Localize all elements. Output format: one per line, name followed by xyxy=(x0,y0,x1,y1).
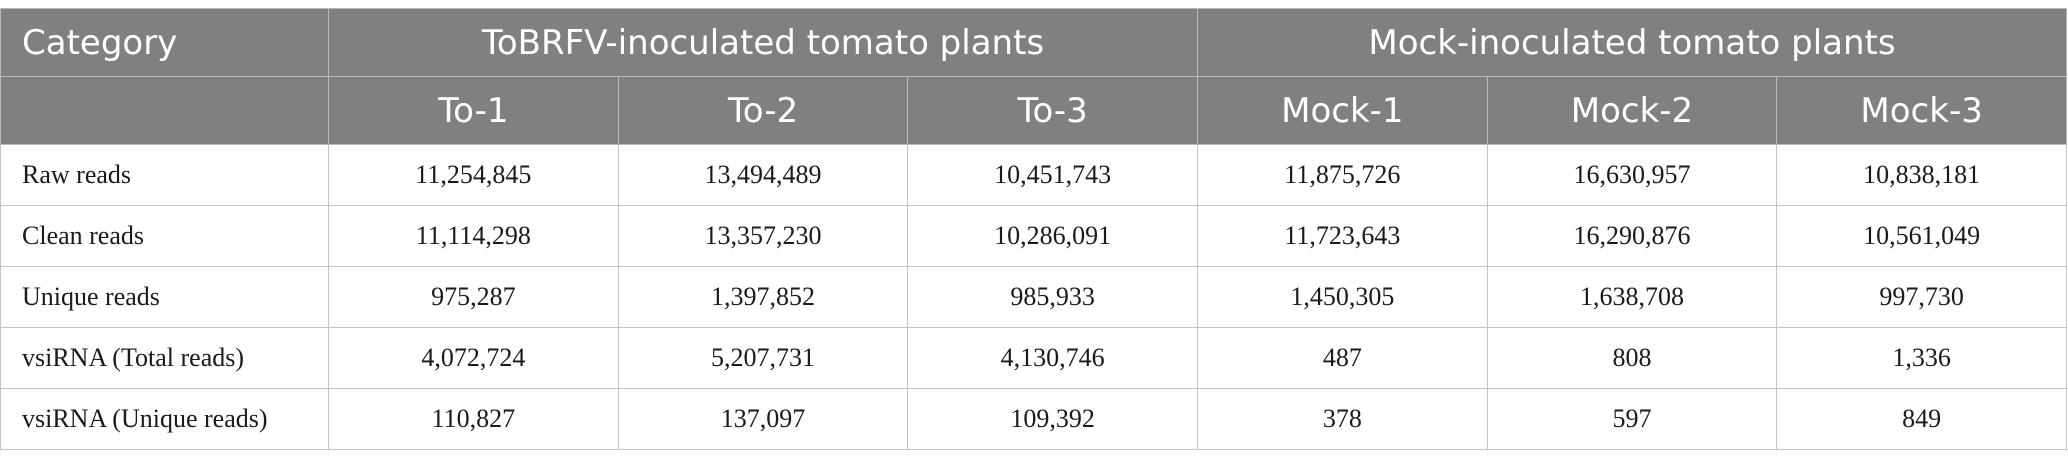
table-cell: 808 xyxy=(1486,327,1778,389)
header-sample-to-3: To-3 xyxy=(907,76,1198,145)
table-cell: 16,290,876 xyxy=(1486,205,1778,267)
table-cell: 13,357,230 xyxy=(617,205,909,267)
table-cell: 10,286,091 xyxy=(907,205,1198,267)
header-category-blank xyxy=(0,76,329,145)
table-cell: 5,207,731 xyxy=(617,327,909,389)
table-cell: 13,494,489 xyxy=(617,144,909,206)
reads-summary-table: Category ToBRFV-inoculated tomato plants… xyxy=(0,8,2067,450)
table-cell: 11,114,298 xyxy=(328,205,619,267)
row-label: Raw reads xyxy=(0,144,329,206)
row-label: vsiRNA (Total reads) xyxy=(0,327,329,389)
table-cell: 378 xyxy=(1197,388,1488,450)
table-cell: 11,723,643 xyxy=(1197,205,1488,267)
table-cell: 137,097 xyxy=(617,388,909,450)
table-cell: 4,130,746 xyxy=(907,327,1198,389)
row-label: Clean reads xyxy=(0,205,329,267)
table-cell: 975,287 xyxy=(328,266,619,328)
table-row: Raw reads 11,254,845 13,494,489 10,451,7… xyxy=(0,144,2067,206)
table-cell: 1,397,852 xyxy=(617,266,909,328)
header-sample-to-1: To-1 xyxy=(328,76,619,145)
table-cell: 997,730 xyxy=(1776,266,2067,328)
header-row-groups: Category ToBRFV-inoculated tomato plants… xyxy=(0,8,2067,77)
table-row: vsiRNA (Total reads) 4,072,724 5,207,731… xyxy=(0,327,2067,389)
row-label: Unique reads xyxy=(0,266,329,328)
table-cell: 985,933 xyxy=(907,266,1198,328)
table-cell: 10,451,743 xyxy=(907,144,1198,206)
table-body: Raw reads 11,254,845 13,494,489 10,451,7… xyxy=(0,144,2067,450)
header-sample-mock-1: Mock-1 xyxy=(1197,76,1488,145)
data-table-container: Category ToBRFV-inoculated tomato plants… xyxy=(0,8,2067,450)
table-row: Unique reads 975,287 1,397,852 985,933 1… xyxy=(0,266,2067,328)
table-row: Clean reads 11,114,298 13,357,230 10,286… xyxy=(0,205,2067,267)
header-sample-to-2: To-2 xyxy=(617,76,909,145)
header-group-mock: Mock-inoculated tomato plants xyxy=(1197,8,2067,77)
table-cell: 110,827 xyxy=(328,388,619,450)
header-sample-mock-2: Mock-2 xyxy=(1486,76,1778,145)
table-cell: 849 xyxy=(1776,388,2067,450)
table-cell: 109,392 xyxy=(907,388,1198,450)
row-label: vsiRNA (Unique reads) xyxy=(0,388,329,450)
table-cell: 1,336 xyxy=(1776,327,2067,389)
table-cell: 16,630,957 xyxy=(1486,144,1778,206)
table-cell: 10,561,049 xyxy=(1776,205,2067,267)
table-row: vsiRNA (Unique reads) 110,827 137,097 10… xyxy=(0,388,2067,450)
table-cell: 4,072,724 xyxy=(328,327,619,389)
table-cell: 11,875,726 xyxy=(1197,144,1488,206)
table-cell: 10,838,181 xyxy=(1776,144,2067,206)
table-cell: 597 xyxy=(1486,388,1778,450)
table-cell: 1,638,708 xyxy=(1486,266,1778,328)
header-group-tobrfv: ToBRFV-inoculated tomato plants xyxy=(328,8,1198,77)
table-cell: 487 xyxy=(1197,327,1488,389)
header-sample-mock-3: Mock-3 xyxy=(1776,76,2067,145)
header-row-samples: To-1 To-2 To-3 Mock-1 Mock-2 Mock-3 xyxy=(0,76,2067,145)
table-cell: 1,450,305 xyxy=(1197,266,1488,328)
table-header: Category ToBRFV-inoculated tomato plants… xyxy=(0,8,2067,145)
header-category: Category xyxy=(0,8,329,77)
table-cell: 11,254,845 xyxy=(328,144,619,206)
